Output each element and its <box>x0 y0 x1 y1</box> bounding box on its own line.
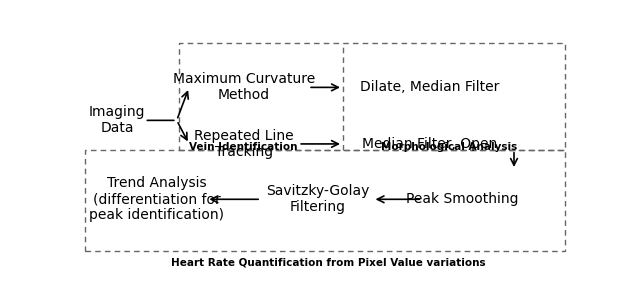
Text: Dilate, Median Filter: Dilate, Median Filter <box>360 80 499 94</box>
Text: Maximum Curvature
Method: Maximum Curvature Method <box>173 72 315 103</box>
Text: Savitzky-Golay
Filtering: Savitzky-Golay Filtering <box>266 184 370 215</box>
Text: Heart Rate Quantification from Pixel Value variations: Heart Rate Quantification from Pixel Val… <box>171 258 485 268</box>
Text: Median Filter, Open: Median Filter, Open <box>362 137 497 151</box>
Text: Repeated Line
Tracking: Repeated Line Tracking <box>194 129 294 159</box>
Text: Peak Smoothing: Peak Smoothing <box>406 192 518 206</box>
Text: Morphological Analysis: Morphological Analysis <box>381 143 518 152</box>
Text: Trend Analysis
(differentiation for
peak identification): Trend Analysis (differentiation for peak… <box>90 176 225 222</box>
Text: Vein Identification: Vein Identification <box>189 143 298 152</box>
Text: Imaging
Data: Imaging Data <box>89 105 145 136</box>
